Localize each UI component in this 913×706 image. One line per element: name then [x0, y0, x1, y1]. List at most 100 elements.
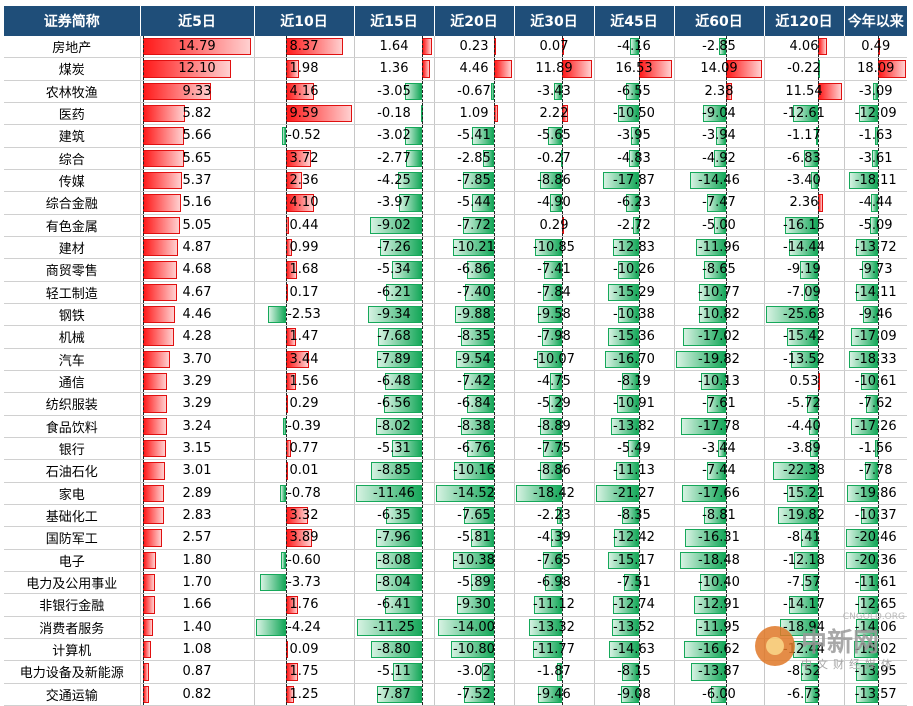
return-cell: -9.04 — [673, 102, 764, 126]
return-value: -10.80 — [453, 641, 495, 657]
zero-axis — [726, 80, 728, 102]
return-value: -7.52 — [457, 686, 491, 702]
industry-name: 综合金融 — [4, 191, 140, 215]
return-value: 1.36 — [379, 61, 409, 77]
column-header[interactable]: 近30日 — [513, 6, 594, 36]
column-header[interactable]: 近120日 — [763, 6, 844, 36]
return-cell: -6.83 — [763, 147, 844, 170]
return-value: -7.75 — [537, 440, 571, 456]
return-cell: -3.95 — [593, 124, 674, 148]
column-header[interactable]: 证券简称 — [4, 6, 140, 36]
return-value: -14.17 — [783, 597, 825, 613]
industry-name: 农林牧渔 — [4, 80, 140, 103]
zero-axis — [285, 348, 287, 370]
return-value: -12.65 — [854, 597, 897, 613]
column-header[interactable]: 近45日 — [593, 6, 674, 36]
zero-axis — [726, 527, 728, 549]
zero-axis — [285, 571, 287, 593]
return-cell: -16.15 — [763, 214, 844, 237]
zero-axis — [562, 460, 564, 482]
negative-bar — [849, 350, 878, 368]
column-header[interactable]: 近20日 — [433, 6, 514, 36]
zero-axis — [877, 504, 879, 526]
negative-bar — [713, 149, 727, 167]
return-value: -7.09 — [787, 284, 821, 300]
column-header[interactable]: 近15日 — [353, 6, 434, 36]
column-header[interactable]: 近10日 — [253, 6, 354, 36]
zero-axis — [818, 527, 820, 549]
return-value: 0.87 — [182, 664, 212, 680]
negative-bar — [466, 261, 495, 279]
return-value: 3.72 — [289, 150, 319, 166]
zero-axis — [638, 80, 640, 102]
zero-axis — [142, 102, 144, 124]
zero-axis — [726, 303, 728, 325]
negative-bar — [633, 216, 639, 234]
zero-axis — [285, 527, 287, 549]
return-cell: -9.73 — [843, 258, 907, 282]
table-row: 综合金融 5.16 4.10 -3.97 -5.44 -4.90 -6.23 -7.47 2.3… — [4, 191, 907, 215]
column-header[interactable]: 近60日 — [673, 6, 764, 36]
return-cell: 1.80 — [139, 549, 254, 572]
negative-bar — [803, 283, 819, 301]
return-cell: -6.41 — [353, 593, 434, 617]
return-value: -9.02 — [377, 217, 411, 233]
column-header[interactable]: 今年以来 — [843, 6, 907, 36]
return-value: 4.28 — [182, 329, 212, 345]
return-value: 14.79 — [178, 39, 216, 54]
zero-axis — [142, 326, 144, 348]
return-value: -7.26 — [377, 239, 411, 255]
zero-axis — [494, 169, 496, 191]
zero-axis — [562, 169, 564, 191]
return-cell: -25.63 — [763, 303, 844, 327]
industry-name: 非银行金融 — [4, 593, 140, 617]
zero-axis — [285, 125, 287, 147]
negative-bar — [462, 171, 495, 190]
return-cell: 3.24 — [139, 415, 254, 438]
column-header[interactable]: 近5日 — [139, 6, 254, 36]
return-value: -9.19 — [787, 262, 821, 278]
return-cell: -12.18 — [763, 549, 844, 572]
return-cell: 1.64 — [353, 36, 434, 59]
return-value: -9.73 — [858, 262, 893, 278]
negative-bar — [357, 618, 423, 636]
negative-bar — [450, 640, 495, 659]
return-cell: -19.82 — [763, 504, 844, 528]
zero-axis — [142, 192, 144, 214]
return-value: 5.65 — [182, 150, 212, 166]
return-cell: 0.87 — [139, 660, 254, 684]
return-value: -7.62 — [858, 396, 893, 412]
return-cell: -1.17 — [763, 124, 844, 148]
negative-bar — [375, 417, 423, 435]
zero-axis — [877, 147, 879, 169]
zero-axis — [494, 259, 496, 281]
zero-axis — [638, 303, 640, 325]
negative-bar — [406, 149, 423, 167]
return-cell: -0.18 — [353, 102, 434, 126]
zero-axis — [726, 460, 728, 482]
return-value: 0.17 — [289, 284, 319, 300]
zero-axis — [726, 393, 728, 415]
zero-axis — [285, 504, 287, 526]
zero-axis — [494, 80, 496, 102]
return-cell: -7.62 — [843, 392, 907, 416]
negative-bar — [857, 596, 878, 614]
zero-axis — [285, 303, 287, 325]
return-value: -8.85 — [377, 463, 411, 479]
return-value: -3.94 — [702, 128, 736, 144]
return-value: 1.75 — [289, 664, 319, 680]
return-value: 0.77 — [289, 440, 319, 456]
return-value: -7.78 — [858, 463, 893, 479]
return-cell: -8.35 — [433, 325, 514, 349]
zero-axis — [562, 504, 564, 526]
negative-bar — [608, 551, 639, 569]
return-cell: -2.53 — [253, 303, 354, 327]
industry-name: 建材 — [4, 236, 140, 260]
return-cell: -14.46 — [673, 169, 764, 193]
return-value: 1.56 — [289, 373, 319, 389]
zero-axis — [638, 259, 640, 281]
zero-axis — [422, 80, 424, 102]
zero-axis — [638, 527, 640, 549]
return-value: -3.02 — [377, 128, 411, 144]
return-value: -6.48 — [377, 373, 411, 389]
